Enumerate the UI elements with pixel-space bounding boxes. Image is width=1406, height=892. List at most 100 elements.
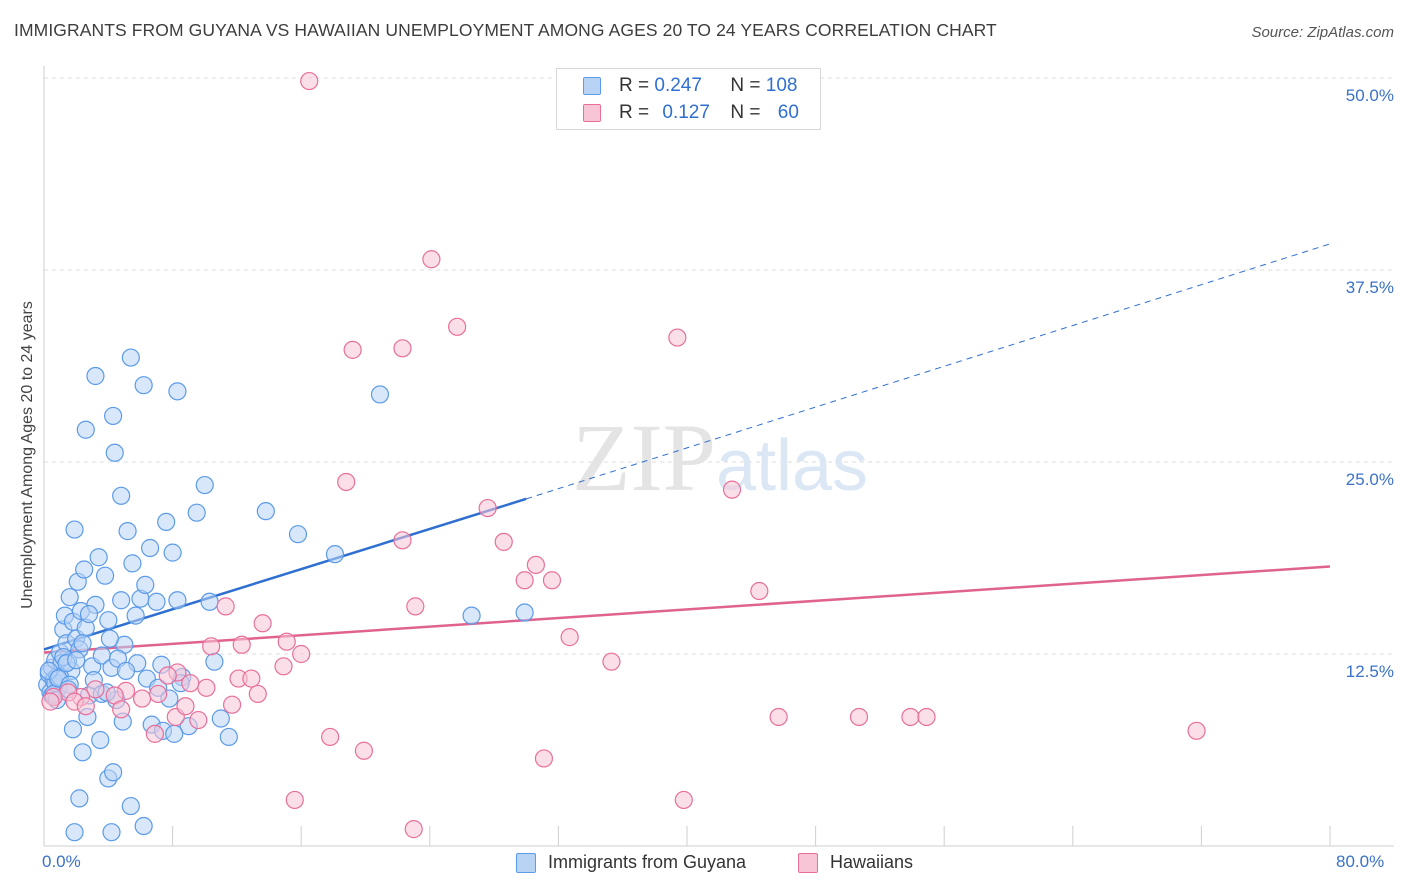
hawaiians-point (917, 707, 936, 727)
hawaiians-point (343, 340, 362, 359)
guyana-point (95, 566, 115, 585)
guyana-point (136, 575, 155, 594)
guyana-point (211, 709, 230, 728)
legend-item-guyana[interactable]: Immigrants from Guyana (516, 852, 746, 873)
guyana-point (65, 823, 84, 842)
guyana-point (165, 724, 184, 743)
watermark: ZIPatlas (572, 404, 868, 511)
guyana-point (126, 606, 145, 625)
hawaiians-point (337, 472, 356, 492)
guyana-point (157, 512, 176, 532)
hawaiians-point (76, 697, 95, 716)
x-tick-label-min: 0.0% (42, 852, 81, 871)
hawaiians-point (300, 71, 319, 91)
guyana-point (462, 606, 481, 625)
hawaiians-point (448, 317, 467, 336)
hawaiians-point (158, 666, 177, 685)
hawaiians-point (292, 644, 311, 664)
gridlines (44, 77, 1394, 655)
series-legend: Immigrants from Guyana Hawaiians (0, 850, 1406, 878)
guyana-point (116, 661, 136, 680)
hawaiians-point (181, 674, 200, 693)
guyana-point (99, 611, 118, 630)
guyana-point (60, 588, 79, 607)
hawaiians-point (674, 790, 693, 810)
guyana-point (79, 604, 99, 624)
guyana-point (112, 486, 131, 505)
guyana-point (123, 554, 142, 573)
axes (43, 66, 1394, 847)
hawaiians-point (494, 532, 513, 551)
guyana-trend-extension (526, 243, 1331, 500)
hawaiians-point (478, 498, 497, 518)
hawaiians-point (406, 597, 425, 616)
hawaiians-point (534, 749, 554, 768)
guyana-point (89, 548, 108, 567)
hawaiians-point (253, 614, 272, 633)
guyana-point (105, 443, 124, 462)
hawaiians-point (668, 328, 687, 347)
guyana-point (86, 366, 105, 386)
stats-legend-row-hawaiians: R = 0.127 N = 60 (583, 100, 799, 126)
guyana-point (134, 376, 153, 395)
guyana-point (76, 420, 95, 439)
guyana-point (63, 720, 83, 739)
hawaiians-point (222, 695, 242, 714)
guyana-point (168, 382, 187, 401)
hawaiians-point (750, 581, 769, 601)
x-tick-label-max: 80.0% (1336, 852, 1385, 871)
guyana-point (163, 543, 182, 562)
hawaiians-trend-line (43, 565, 1331, 654)
guyana-point (370, 385, 390, 404)
hawaiians-point (248, 684, 267, 704)
guyana-point (112, 591, 131, 610)
guyana-point (100, 629, 120, 648)
hawaiians-r-value: 0.127 (662, 102, 710, 123)
hawaiians-n-value: 60 (777, 102, 799, 123)
stats-legend: R = 0.247 N = 108 R = 0.127 N = 60 (556, 68, 821, 130)
y-tick-label: 37.5% (1345, 278, 1394, 297)
guyana-point (70, 789, 89, 808)
guyana-point (205, 652, 224, 671)
guyana-point (67, 651, 86, 670)
hawaiians-point (1187, 721, 1206, 740)
guyana-point (256, 502, 275, 521)
hawaiians-point (86, 680, 105, 699)
stats-legend-row-guyana: R = 0.247 N = 108 (583, 73, 797, 99)
hawaiians-point (232, 635, 251, 654)
r-label: R = (619, 102, 650, 123)
hawaiians-point (274, 657, 293, 676)
guyana-r-value: 0.247 (654, 75, 702, 96)
guyana-point (515, 603, 534, 622)
guyana-point (65, 520, 84, 539)
guyana-point (73, 743, 92, 762)
y-tick-label: 12.5% (1345, 662, 1394, 681)
guyana-point (75, 560, 94, 579)
guyana-point (121, 348, 140, 367)
guyana-n-value: 108 (765, 75, 798, 96)
data-points (38, 71, 1206, 842)
hawaiians-legend-swatch (798, 852, 818, 873)
hawaiians-point (901, 707, 920, 727)
hawaiians-point (422, 250, 441, 269)
guyana-point (104, 406, 123, 426)
y-tick-label: 25.0% (1345, 470, 1394, 489)
hawaiians-point (526, 555, 545, 575)
hawaiians-point (393, 339, 412, 358)
guyana-point (288, 525, 308, 544)
hawaiians-point (560, 628, 579, 647)
guyana-point (200, 592, 219, 611)
hawaiians-point (112, 700, 131, 719)
guyana-point (91, 730, 110, 750)
guyana-point (118, 522, 137, 541)
guyana-point (102, 823, 121, 842)
guyana-trend-line (43, 497, 527, 651)
n-label: N = (730, 75, 761, 96)
hawaiians-point (277, 632, 296, 651)
hawaiians-point (393, 531, 412, 550)
hawaiians-point (41, 692, 60, 711)
guyana-point (219, 727, 238, 747)
hawaiians-point (285, 790, 304, 810)
legend-item-hawaiians[interactable]: Hawaiians (798, 852, 913, 873)
